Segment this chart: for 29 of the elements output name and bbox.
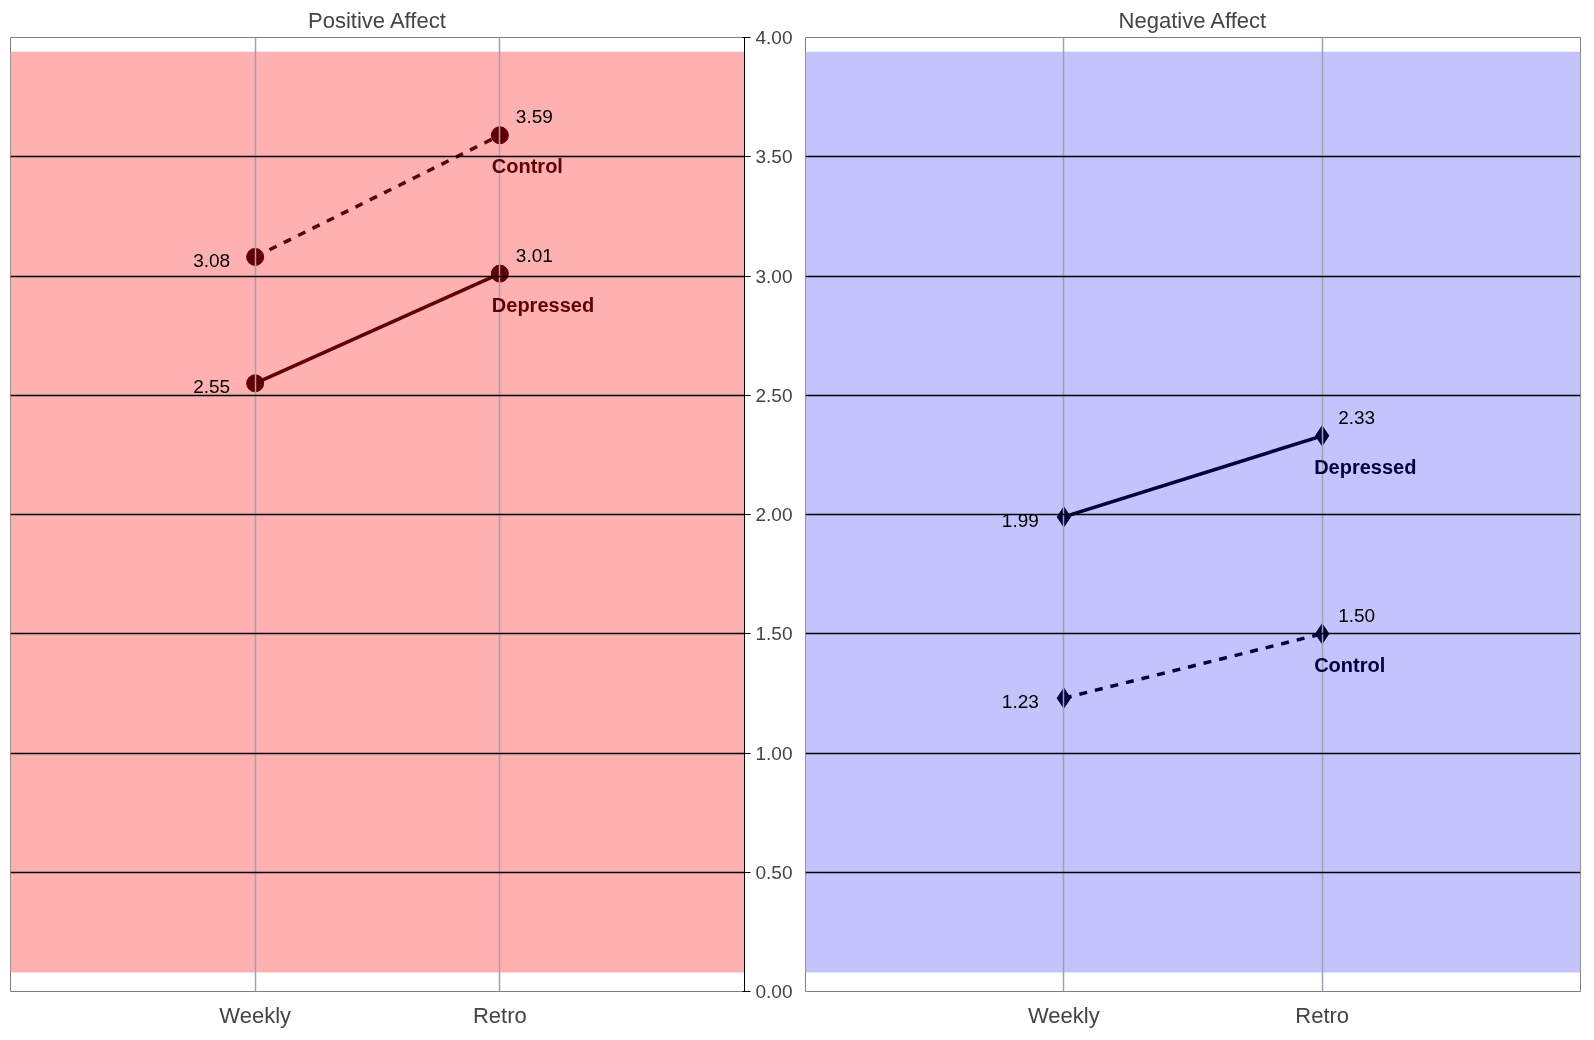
data-label: 1.23 xyxy=(1001,691,1039,713)
point xyxy=(246,374,265,393)
x-tick-label: Retro xyxy=(472,1002,527,1028)
point xyxy=(246,247,265,266)
series-label: Depressed xyxy=(491,293,595,316)
data-label: 2.33 xyxy=(1338,406,1376,428)
series-label: Control xyxy=(1314,653,1386,676)
data-label: 3.01 xyxy=(515,244,553,266)
y-tick-label: 1.50 xyxy=(755,623,793,645)
chart-title: Positive Affect xyxy=(308,7,446,33)
y-tick-label: 2.00 xyxy=(755,504,793,525)
data-label: 3.08 xyxy=(193,249,231,271)
data-label: 2.55 xyxy=(193,376,231,398)
y-tick-label: 0.00 xyxy=(755,981,793,1002)
chart-title: Negative Affect xyxy=(1118,7,1267,33)
x-tick-label: Weekly xyxy=(1027,1002,1100,1028)
y-tick-label: 1.00 xyxy=(755,742,793,764)
y-tick-label: 2.50 xyxy=(755,384,793,406)
point xyxy=(490,126,509,145)
y-tick-label: 3.00 xyxy=(755,265,793,287)
series-label: Depressed xyxy=(1314,455,1417,478)
data-label: 3.59 xyxy=(515,106,553,128)
series-label: Control xyxy=(491,155,563,178)
y-tick-label: 3.50 xyxy=(755,146,793,168)
data-label: 1.50 xyxy=(1338,604,1376,626)
y-tick-label: 0.50 xyxy=(755,861,793,883)
x-tick-label: Retro xyxy=(1295,1002,1350,1028)
y-tick-label: 4.00 xyxy=(755,27,793,48)
x-tick-label: Weekly xyxy=(219,1002,292,1028)
